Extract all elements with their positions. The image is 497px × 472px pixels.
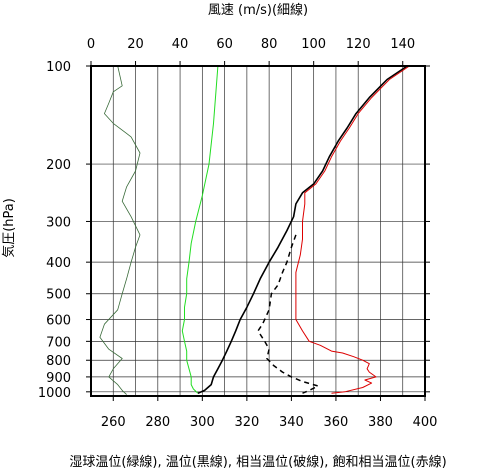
y-tick-label: 900 <box>46 371 71 386</box>
bottom-tick-label: 300 <box>190 415 215 430</box>
top-axis-title: 風速 (m/s)(細線) <box>208 2 308 18</box>
y-axis-title: 気圧(hPa) <box>1 198 17 258</box>
y-tick-label: 800 <box>46 354 71 369</box>
y-tick-label: 100 <box>46 60 71 75</box>
series-line <box>197 65 408 394</box>
series-line <box>181 65 219 394</box>
y-tick-label: 700 <box>46 335 71 350</box>
y-tick-label: 500 <box>46 288 71 303</box>
axis-ticks: 0 20 40 60 80 100 120 140 260 280 300 320 340 360 380 4… <box>38 37 438 430</box>
bottom-tick-label: 280 <box>145 415 170 430</box>
series-line <box>295 65 410 394</box>
top-tick-label: 100 <box>301 37 326 52</box>
y-tick-label: 600 <box>46 314 71 329</box>
top-tick-label: 0 <box>87 37 95 52</box>
bottom-tick-label: 400 <box>413 415 438 430</box>
bottom-tick-label: 320 <box>234 415 259 430</box>
bottom-tick-label: 340 <box>279 415 304 430</box>
grid-lines <box>90 65 426 396</box>
top-tick-label: 120 <box>346 37 371 52</box>
y-tick-label: 300 <box>46 215 71 230</box>
bottom-tick-label: 380 <box>368 415 393 430</box>
y-tick-label: 200 <box>46 158 71 173</box>
bottom-tick-label: 360 <box>324 415 349 430</box>
bottom-tick-label: 260 <box>101 415 126 430</box>
top-tick-label: 60 <box>216 37 233 52</box>
series-line <box>99 65 141 395</box>
bottom-axis-title: 湿球温位(緑線), 温位(黒線), 相当温位(破線), 飽和相当温位(赤線) <box>69 454 446 470</box>
series-line <box>257 234 319 394</box>
plot-frame <box>90 65 426 397</box>
top-tick-label: 40 <box>172 37 189 52</box>
y-tick-label: 400 <box>46 256 71 271</box>
top-tick-label: 140 <box>390 37 415 52</box>
y-tick-label: 1000 <box>38 386 71 401</box>
plot-series <box>99 65 410 395</box>
top-tick-label: 20 <box>127 37 144 52</box>
top-tick-label: 80 <box>261 37 278 52</box>
